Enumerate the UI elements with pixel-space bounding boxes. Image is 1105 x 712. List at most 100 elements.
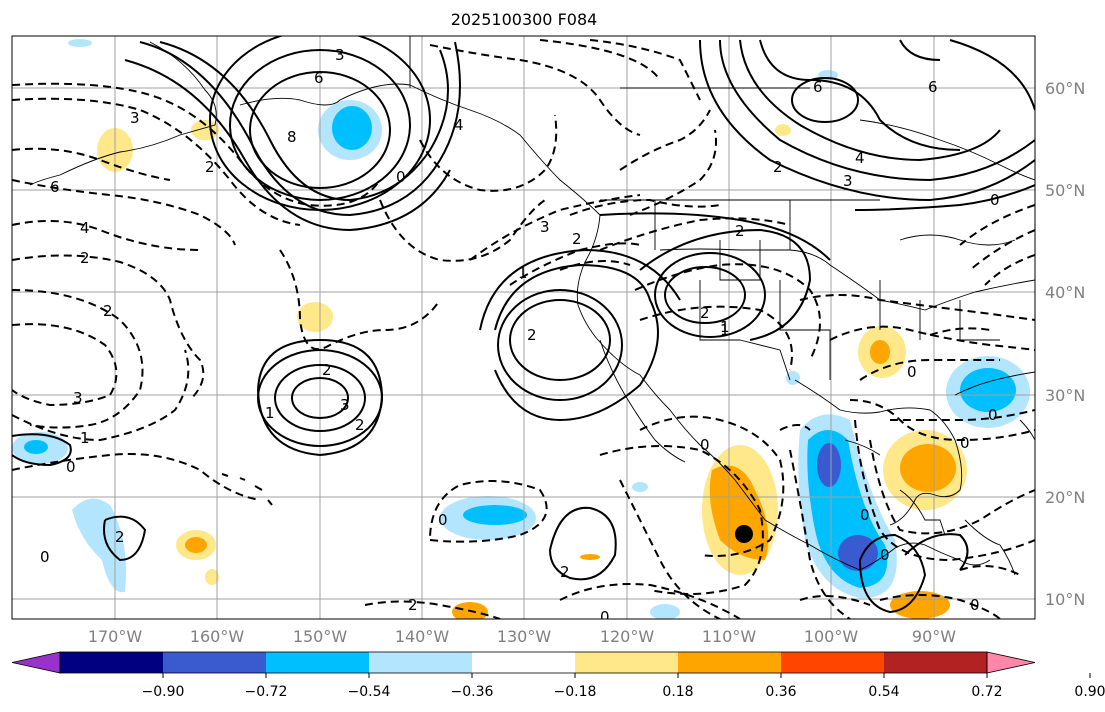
lon-label: 90°W bbox=[912, 627, 956, 646]
negative-anomaly bbox=[650, 604, 680, 619]
lat-label: 60°N bbox=[1045, 79, 1085, 98]
contour-label: 1 bbox=[80, 429, 90, 447]
contour-label: 3 bbox=[130, 109, 140, 127]
contour-label: 0 bbox=[990, 191, 1000, 209]
contour-label: 0 bbox=[880, 546, 890, 564]
contour-label: 0 bbox=[66, 458, 76, 476]
lon-label: 120°W bbox=[600, 627, 655, 646]
colorbar-tick-label: −0.54 bbox=[348, 684, 391, 700]
positive-anomaly bbox=[205, 569, 219, 585]
contour-label: 4 bbox=[454, 116, 464, 134]
contour-label: 1 bbox=[720, 321, 730, 339]
negative-anomaly bbox=[786, 371, 800, 385]
map-panel: 6 8 3 0 2 1 3 2 3 2 4 6 4 6 3 2 2 2 3 2 … bbox=[12, 36, 1035, 626]
contour-label: 8 bbox=[287, 128, 297, 146]
negative-anomaly bbox=[817, 443, 841, 487]
negative-anomaly bbox=[72, 498, 126, 593]
map-frame bbox=[11, 35, 1036, 620]
positive-anomaly bbox=[775, 124, 791, 136]
contour-label: 1 bbox=[265, 404, 275, 422]
positive-anomaly bbox=[900, 444, 956, 492]
colorbar-segment bbox=[678, 652, 782, 673]
contour-label: 3 bbox=[540, 218, 550, 236]
contour-label: 0 bbox=[600, 608, 610, 626]
contour-label: 2 bbox=[572, 230, 582, 248]
dashed-contours bbox=[12, 39, 1035, 619]
contour-label: 0 bbox=[988, 406, 998, 424]
contour-label: 0 bbox=[860, 506, 870, 524]
contour-label: 2 bbox=[527, 326, 537, 344]
positive-anomaly bbox=[890, 591, 950, 619]
storm-center-dot bbox=[735, 525, 753, 543]
contour-label: 2 bbox=[103, 302, 113, 320]
negative-anomaly bbox=[463, 505, 527, 525]
contour-label: 0 bbox=[40, 548, 50, 566]
contour-label: 0 bbox=[438, 511, 448, 529]
colorbar-tick-label: −0.72 bbox=[245, 684, 288, 700]
lat-labels: 60°N 50°N 40°N 30°N 20°N 10°N bbox=[1045, 79, 1085, 609]
colorbar-extend-max bbox=[986, 651, 1036, 674]
contour-label: 2 bbox=[560, 563, 570, 581]
colorbar-segment bbox=[472, 652, 576, 673]
contour-label: 2 bbox=[205, 158, 215, 176]
lon-labels: 170°W 160°W 150°W 140°W 130°W 120°W 110°… bbox=[88, 627, 956, 646]
lon-label: 140°W bbox=[395, 627, 450, 646]
positive-anomaly bbox=[870, 340, 890, 364]
contour-label: 1 bbox=[518, 264, 528, 282]
contour-label: 6 bbox=[50, 178, 60, 196]
colorbar-extend-min bbox=[11, 651, 61, 674]
solid-contours bbox=[12, 36, 1035, 614]
colorbar-tick-label: 0.90 bbox=[1074, 684, 1105, 700]
lat-label: 20°N bbox=[1045, 488, 1085, 507]
negative-anomaly bbox=[960, 368, 1016, 412]
colorbar-segment bbox=[266, 652, 370, 673]
colorbar-frame bbox=[59, 651, 988, 674]
contour-label: 6 bbox=[314, 69, 324, 87]
lat-label: 40°N bbox=[1045, 283, 1085, 302]
coastlines bbox=[29, 36, 1035, 576]
positive-anomaly bbox=[191, 120, 219, 140]
contour-label: 0 bbox=[396, 168, 406, 186]
contour-label: 2 bbox=[355, 416, 365, 434]
graticule bbox=[12, 36, 1035, 619]
contour-label: 2 bbox=[735, 222, 745, 240]
negative-anomaly bbox=[332, 106, 372, 150]
colorbar-tick-label: 0.18 bbox=[662, 684, 693, 700]
lat-label: 50°N bbox=[1045, 181, 1085, 200]
colorbar-tick-label: −0.36 bbox=[451, 684, 494, 700]
contour-label: 0 bbox=[700, 436, 710, 454]
contour-label: 6 bbox=[928, 78, 938, 96]
lat-label: 30°N bbox=[1045, 386, 1085, 405]
colorbar-segment bbox=[60, 652, 164, 673]
lon-label: 100°W bbox=[804, 627, 859, 646]
contour-label: 6 bbox=[813, 78, 823, 96]
lon-label: 170°W bbox=[88, 627, 143, 646]
colorbar-tick-label: 0.72 bbox=[971, 684, 1002, 700]
positive-anomaly bbox=[580, 554, 600, 560]
contour-labels: 6 8 3 0 2 1 3 2 3 2 4 6 4 6 3 2 2 2 3 2 … bbox=[40, 46, 1000, 626]
contour-label: 3 bbox=[843, 172, 853, 190]
colorbar-tick-label: −0.90 bbox=[142, 684, 185, 700]
contour-label: 0 bbox=[907, 363, 917, 381]
contour-label: 0 bbox=[960, 434, 970, 452]
positive-anomaly bbox=[709, 465, 769, 560]
positive-anomaly bbox=[185, 537, 207, 553]
colorbar-tick-label: −0.18 bbox=[554, 684, 597, 700]
contour-label: 4 bbox=[855, 149, 865, 167]
colorbar-tick-label: 0.36 bbox=[765, 684, 796, 700]
chart-title: 2025100300 F084 bbox=[451, 10, 598, 29]
contour-label: 1 bbox=[720, 318, 730, 336]
lon-label: 130°W bbox=[497, 627, 552, 646]
lon-label: 160°W bbox=[190, 627, 245, 646]
colorbar-segment bbox=[575, 652, 679, 673]
colorbar-segment bbox=[884, 652, 988, 673]
contour-label: 2 bbox=[322, 361, 332, 379]
negative-anomaly bbox=[68, 39, 92, 47]
contour-label: 3 bbox=[335, 46, 345, 64]
negative-anomaly bbox=[24, 440, 48, 454]
negative-anomaly bbox=[838, 535, 878, 571]
contour-label: 0 bbox=[970, 596, 980, 614]
contour-label: 2 bbox=[115, 528, 125, 546]
contour-label: 2 bbox=[80, 249, 90, 267]
contour-label: 3 bbox=[340, 396, 350, 414]
